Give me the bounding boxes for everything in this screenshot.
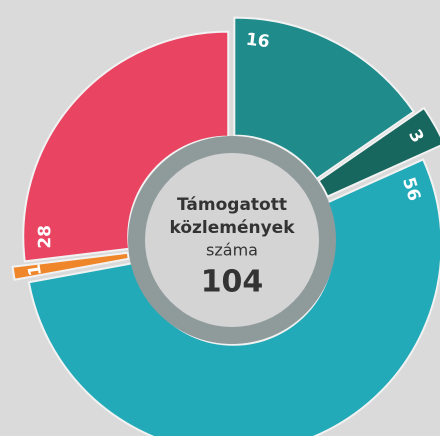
slice bbox=[22, 30, 230, 263]
center-disc bbox=[145, 153, 319, 327]
center-line: Támogatott bbox=[177, 195, 287, 215]
slice bbox=[11, 251, 130, 281]
value-label: 1 bbox=[24, 263, 46, 278]
slice bbox=[233, 16, 416, 181]
value-label: 16 bbox=[245, 30, 271, 53]
slice bbox=[317, 106, 440, 198]
center-line: száma bbox=[206, 241, 258, 260]
value-label: 28 bbox=[35, 225, 55, 249]
center-line: közlemények bbox=[169, 218, 295, 238]
center-value: 104 bbox=[201, 265, 264, 300]
slice bbox=[27, 158, 440, 436]
